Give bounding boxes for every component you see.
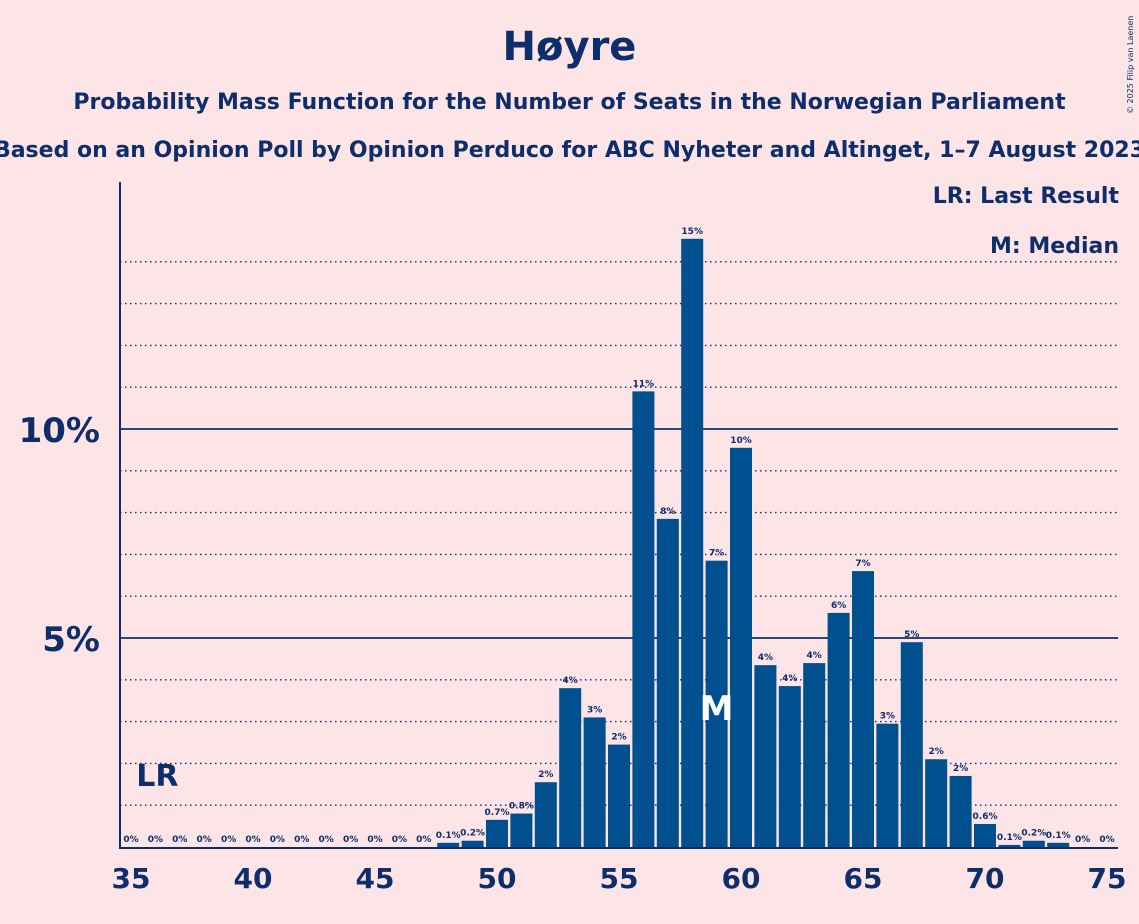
bar-seat-59	[705, 560, 728, 847]
x-tick-label: 60	[722, 862, 761, 895]
markers: LR M	[136, 689, 733, 794]
bar-value-label: 4%	[807, 651, 822, 661]
x-tick-label: 35	[112, 862, 151, 895]
bar-value-label: 0%	[270, 835, 285, 845]
bar-seat-68	[925, 759, 948, 847]
bar-value-label: 7%	[709, 549, 724, 559]
last-result-marker: LR	[136, 759, 178, 794]
bar-seat-61	[754, 665, 777, 847]
bar-value-label: 2%	[953, 764, 968, 774]
gridlines	[120, 261, 1118, 806]
bar-value-label: 0.1%	[1046, 831, 1071, 841]
bar-value-label: 0%	[392, 835, 407, 845]
bar-value-label: 10%	[730, 436, 752, 446]
bar-value-label: 2%	[611, 733, 626, 743]
bar-seat-73	[1047, 842, 1070, 847]
bar-value-label: 0%	[221, 835, 236, 845]
bar-seat-48	[437, 842, 460, 847]
bar-value-label: 0%	[197, 835, 212, 845]
bar-seat-54	[583, 717, 606, 847]
bar-seat-62	[778, 686, 801, 847]
bar-value-label: 0%	[245, 835, 260, 845]
bar-value-label: 0%	[367, 835, 382, 845]
bar-seat-60	[730, 447, 752, 847]
bar-value-label: 11%	[633, 379, 655, 389]
chart-subtitle: Probability Mass Function for the Number…	[73, 90, 1066, 115]
bar-seat-49	[461, 840, 484, 847]
bar-seat-53	[559, 688, 582, 847]
bar-seat-65	[852, 571, 874, 847]
bar-value-label: 0%	[294, 835, 309, 845]
bar-value-label: 4%	[563, 676, 578, 686]
bar-seat-71	[998, 844, 1021, 847]
bar-value-label: 0%	[1075, 835, 1090, 845]
bar-seat-55	[608, 744, 630, 847]
median-marker: M	[700, 689, 734, 729]
axes: 35 40 45 50 55 60 65 70 75 5% 10%	[19, 182, 1127, 895]
bar-seat-52	[534, 782, 557, 847]
bar-value-label: 0.2%	[1021, 829, 1046, 839]
bar-seat-57	[656, 518, 679, 847]
bar-value-label: 0%	[1099, 835, 1114, 845]
bar-seat-64	[827, 612, 850, 847]
bar-value-label: 2%	[929, 747, 944, 757]
bar-seat-56	[632, 391, 655, 847]
bar-value-label: 5%	[904, 630, 919, 640]
bar-value-label: 0.1%	[436, 831, 461, 841]
bar-value-label: 3%	[880, 712, 895, 722]
bar-value-label: 0%	[416, 835, 431, 845]
bar-value-label: 0.7%	[485, 808, 510, 818]
bar-seat-67	[900, 642, 923, 847]
bar-value-label: 0.6%	[973, 812, 998, 822]
x-tick-label: 70	[966, 862, 1005, 895]
legend-median: M: Median	[990, 234, 1119, 259]
x-tick-label: 45	[356, 862, 395, 895]
bar-value-label: 4%	[758, 653, 773, 663]
x-tick-label: 50	[478, 862, 517, 895]
bar-seat-69	[949, 775, 972, 847]
bar-value-label: 0%	[343, 835, 358, 845]
bar-seat-70	[974, 824, 996, 847]
bar-seat-51	[510, 813, 533, 847]
bar-seat-50	[486, 819, 508, 847]
bar-value-label: 7%	[855, 559, 870, 569]
bar-value-label: 6%	[831, 601, 846, 611]
legend-last-result: LR: Last Result	[932, 184, 1119, 209]
x-tick-label: 65	[844, 862, 883, 895]
bar-value-label: 0.1%	[997, 833, 1022, 843]
chart-subtitle-source: Based on an Opinion Poll by Opinion Perd…	[0, 138, 1139, 163]
bar-seat-66	[876, 723, 899, 847]
bar-value-label: 15%	[681, 227, 703, 237]
y-tick-label: 5%	[42, 620, 100, 660]
bar-value-label: 2%	[538, 770, 553, 780]
bars	[437, 238, 1070, 847]
x-tick-label: 40	[234, 862, 273, 895]
bar-value-label: 0%	[123, 835, 138, 845]
y-tick-label: 10%	[19, 411, 100, 451]
x-tick-label: 55	[600, 862, 639, 895]
bar-value-label: 3%	[587, 705, 602, 715]
bar-value-label: 0.2%	[460, 829, 485, 839]
bar-value-label: 0.8%	[509, 802, 534, 812]
bar-seat-72	[1022, 840, 1045, 847]
bar-labels: 0% 0% 0% 0% 0% 0% 0% 0% 0% 0% 0% 0% 0% 0.1% 0.2%0.7%0.…	[123, 227, 1114, 845]
bar-value-label: 4%	[782, 674, 797, 684]
bar-value-label: 0%	[319, 835, 334, 845]
bar-seat-63	[803, 663, 826, 847]
bar-value-label: 0%	[148, 835, 163, 845]
chart-title: Høyre	[502, 24, 637, 70]
bar-seat-58	[681, 238, 704, 847]
x-tick-label: 75	[1088, 862, 1127, 895]
bar-value-label: 8%	[660, 507, 675, 517]
bar-value-label: 0%	[172, 835, 187, 845]
